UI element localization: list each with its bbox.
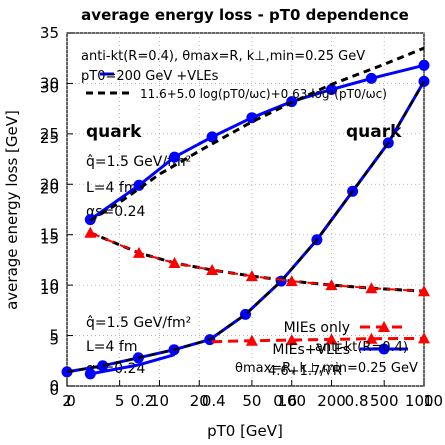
series-mies-point — [325, 333, 338, 345]
series-mies-upper-point — [84, 226, 97, 238]
x-tick-label: 20 — [190, 392, 209, 410]
legend-label-vles-lower: MIEs+VLEs — [272, 342, 350, 358]
series-antikt-fit-line — [66, 80, 426, 374]
inset-y-tick-label: 0 — [49, 381, 59, 399]
grid — [66, 32, 425, 387]
x-tick-label: 1000 — [405, 392, 443, 410]
inset-info-text-2: 4.6+1.7/√R — [268, 364, 342, 379]
param-qhat-lower: q̂=1.5 GeV/fm² — [86, 315, 191, 331]
series-mies-upper-point — [245, 270, 258, 282]
y-tick-label: 15 — [40, 226, 59, 244]
x-tick-label: 500 — [370, 392, 399, 410]
param-alpha-upper: αs=0.24 — [86, 204, 146, 220]
series-miesvles-point — [84, 368, 96, 380]
inset-x-tick-label: 0.4 — [202, 392, 226, 410]
inset-x-ticks: 0 0.2 0.4 0.6 0.8 1 — [66, 392, 433, 410]
series-vles-point — [418, 59, 430, 71]
series-layer — [61, 46, 430, 380]
x-tick-label: 10 — [150, 392, 169, 410]
series-mies-point — [418, 332, 430, 344]
series-vles-point — [169, 151, 180, 163]
chart-title: average energy loss - pT0 dependence — [81, 6, 409, 24]
legend-label-antikt-inset: anti-kt(R=0.4) — [315, 340, 408, 355]
series-mies-line — [212, 336, 425, 344]
y-tick-label: 10 — [40, 276, 59, 294]
series-mies-upper-point — [325, 279, 338, 291]
legend: pT0=200 GeV +VLEs 11.6+5.0 log(pT0/ωc)+0… — [81, 69, 408, 358]
series-mies-upper-point — [365, 282, 378, 294]
series-mies-point — [365, 332, 378, 344]
series-mies-upper-point — [418, 285, 430, 297]
inset-y-tick-label: 15 — [40, 230, 59, 248]
legend-label-mies: MIEs only — [284, 320, 350, 336]
inset-info-text: θmax=R, k⊥,min=0.25 GeV — [235, 361, 418, 376]
x-tick-label: 2 — [62, 392, 72, 410]
series-mies-point — [285, 334, 298, 346]
y-tick-label: 20 — [40, 175, 59, 193]
series-vles-point — [365, 72, 377, 84]
x-tick-label: 50 — [242, 392, 261, 410]
x-tick-label: 5 — [115, 392, 125, 410]
series-vles-point — [326, 84, 337, 95]
inset-y-tick-label: 10 — [40, 280, 59, 298]
y-tick-label: 5 — [49, 327, 59, 345]
inset-y-tick-label: 20 — [40, 179, 59, 197]
inset-x-tick-label: 0.8 — [345, 392, 369, 410]
y-tick-label: 35 — [40, 24, 59, 42]
x-tick-label: 100 — [277, 392, 306, 410]
inset-x-tick-label: 0 — [66, 392, 76, 410]
param-L-lower: L=4 fm — [86, 339, 137, 355]
series-mies-upper-point — [133, 246, 145, 258]
series-vles-point — [206, 131, 218, 143]
legend-label-fit: 11.6+5.0 log(pT0/ωc)+0.63 log²(pT0/ωc) — [140, 87, 387, 101]
quark-label-right: quark — [346, 122, 402, 142]
legend-marker-mies — [378, 321, 390, 332]
x-ticks: 2 5 10 20 50 100 200 500 1000 — [62, 380, 443, 410]
inset-x-tick-label: 0.2 — [130, 392, 154, 410]
series-fit-line — [89, 46, 425, 222]
legend-label-vles: pT0=200 GeV +VLEs — [81, 69, 219, 84]
y-tick-label: 30 — [40, 74, 59, 92]
inset-x-tick-label: 1 — [423, 392, 433, 410]
series-mies-upper-point — [206, 264, 219, 275]
info-text: anti-kt(R=0.4), θmax=R, k⊥,min=0.25 GeV — [81, 49, 365, 64]
inset-x-tick-label: 0.6 — [273, 392, 297, 410]
series-mies-upper-point — [168, 257, 181, 268]
y-tick-label: 0 — [49, 377, 59, 395]
y-tick-label: 25 — [40, 125, 59, 143]
quark-label-left: quark — [86, 122, 142, 142]
inset-y-tick-label: 25 — [40, 129, 59, 147]
param-L-upper: L=4 fm — [86, 180, 137, 196]
inset-y-ticks: 0 5 10 15 20 25 30 — [40, 78, 59, 399]
series-mies-point — [245, 334, 258, 346]
legend-marker-vles-lower — [378, 343, 390, 355]
inset-y-tick-label: 30 — [40, 78, 59, 96]
x-axis-label: pT0 [GeV] — [207, 422, 283, 440]
series-mies-upper-point — [285, 275, 298, 287]
y-axis-label: average energy loss [GeV] — [3, 110, 21, 310]
inset-y-tick-label: 5 — [49, 331, 59, 349]
series-miesvles-line — [90, 353, 175, 376]
y-ticks: 0 5 10 15 20 25 30 35 — [40, 24, 73, 395]
x-tick-label: 200 — [317, 392, 346, 410]
